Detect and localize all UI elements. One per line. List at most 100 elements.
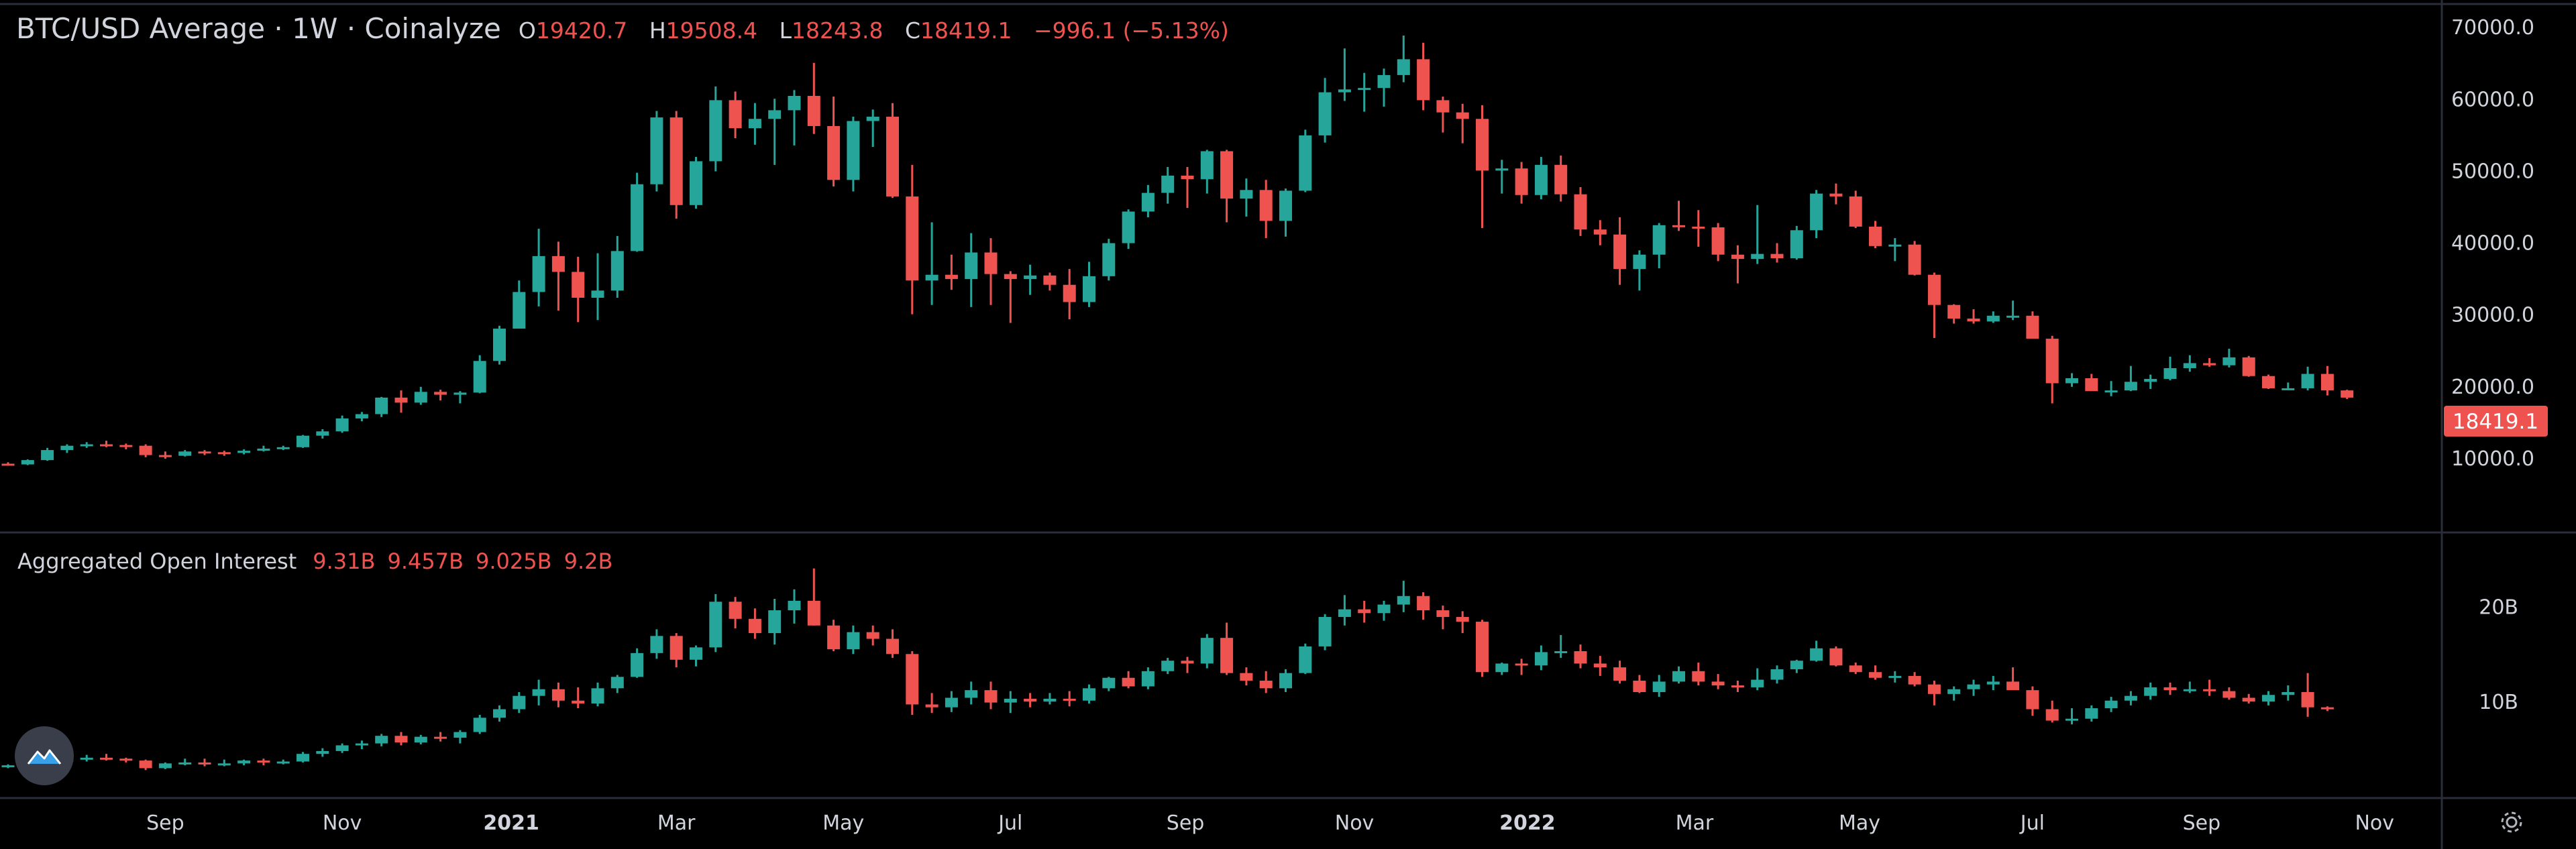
price-candle-body bbox=[2183, 363, 2196, 368]
price-tick-label: 70000.0 bbox=[2451, 16, 2534, 40]
oi-candle-body bbox=[119, 758, 133, 761]
settings-button[interactable] bbox=[2491, 802, 2532, 842]
price-candle-body bbox=[690, 161, 702, 205]
oi-candle-body bbox=[1299, 646, 1312, 673]
oi-candle bbox=[847, 625, 860, 655]
price-candle bbox=[2183, 355, 2196, 372]
oi-candle-body bbox=[827, 625, 841, 650]
oi-candle-body bbox=[473, 718, 486, 732]
price-candle bbox=[807, 62, 820, 134]
oi-candle-body bbox=[1338, 609, 1351, 617]
oi-axis[interactable]: 10B 20B bbox=[2479, 596, 2518, 714]
price-candle bbox=[139, 444, 152, 457]
time-tick-label: 2022 bbox=[1499, 811, 1556, 835]
time-axis[interactable]: Sep Nov 2021 Mar May Jul Sep Nov 2022 Mar May Jul Se… bbox=[146, 811, 2394, 835]
price-candle-body bbox=[1967, 319, 1980, 322]
oi-candle bbox=[335, 743, 349, 753]
price-candle-body bbox=[650, 117, 663, 184]
oi-candle bbox=[1849, 663, 1862, 675]
oi-candle-body bbox=[2085, 708, 2098, 719]
oi-candle-body bbox=[1279, 673, 1292, 689]
price-candle bbox=[1633, 250, 1646, 291]
price-candle bbox=[1888, 238, 1902, 262]
oi-candle bbox=[1259, 671, 1273, 693]
oi-candle bbox=[1574, 644, 1587, 669]
price-candle-body bbox=[355, 414, 368, 418]
price-candle bbox=[2144, 374, 2157, 390]
price-candle-body bbox=[434, 392, 447, 395]
oi-candle bbox=[591, 682, 604, 707]
price-candle-body bbox=[1554, 164, 1568, 194]
oi-candle-body bbox=[807, 600, 820, 626]
oi-candle bbox=[709, 593, 722, 653]
price-candle-body bbox=[1711, 227, 1725, 255]
oi-candle bbox=[257, 758, 270, 766]
oi-candle bbox=[690, 645, 702, 667]
price-axis[interactable]: 10000.0 20000.0 30000.0 40000.0 50000.0 60000… bbox=[2451, 16, 2534, 471]
oi-candle-body bbox=[1004, 698, 1017, 703]
oi-candle-body bbox=[2124, 695, 2137, 701]
oi-candle-body bbox=[1593, 663, 1607, 668]
time-tick-label: May bbox=[1839, 811, 1880, 835]
oi-candle bbox=[139, 759, 152, 771]
oi-title[interactable]: Aggregated Open Interest bbox=[17, 549, 297, 574]
oi-candle-body bbox=[158, 763, 172, 769]
oi-candle-body bbox=[513, 695, 526, 710]
oi-candle-body bbox=[2320, 707, 2334, 710]
oi-high-value: 9.457B bbox=[387, 549, 464, 574]
price-candle bbox=[1456, 103, 1469, 144]
price-candle-body bbox=[1849, 196, 1862, 227]
oi-candle-body bbox=[1358, 609, 1371, 614]
coinalyze-logo-button[interactable] bbox=[15, 726, 74, 785]
price-candle bbox=[1318, 78, 1332, 143]
price-candle bbox=[1279, 188, 1292, 237]
oi-candle-body bbox=[1751, 679, 1764, 687]
oi-candle-body bbox=[1829, 648, 1843, 666]
price-candle bbox=[2222, 349, 2236, 367]
price-candle-body bbox=[1672, 225, 1685, 227]
price-candle-body bbox=[237, 451, 251, 453]
oi-candle-body bbox=[139, 760, 152, 769]
oi-candle bbox=[1122, 671, 1135, 689]
price-candle bbox=[965, 233, 978, 307]
oi-candle-body bbox=[1888, 675, 1902, 678]
price-candle-body bbox=[1947, 304, 1961, 319]
oi-candle-body bbox=[297, 754, 309, 762]
oi-candle-body bbox=[788, 600, 801, 611]
oi-candle bbox=[827, 620, 841, 652]
price-candle-body bbox=[807, 95, 820, 126]
oi-candle bbox=[1731, 680, 1744, 692]
price-candle-body bbox=[1869, 226, 1882, 246]
price-candle-body bbox=[1122, 211, 1135, 243]
time-tick-label: Mar bbox=[1676, 811, 1714, 835]
price-candle bbox=[2026, 311, 2039, 339]
oi-candle bbox=[375, 734, 388, 746]
price-candle-body bbox=[178, 451, 192, 456]
price-candle bbox=[669, 111, 683, 219]
oi-candle bbox=[1672, 666, 1685, 684]
oi-candle-body bbox=[335, 745, 349, 751]
oi-candle-body bbox=[1495, 663, 1509, 673]
price-candle bbox=[2320, 365, 2334, 396]
price-candle-body bbox=[631, 184, 644, 251]
price-candle bbox=[827, 97, 841, 186]
ohlc-values: O19420.7 H19508.4 L18243.8 C18419.1 −996… bbox=[519, 17, 1244, 44]
oi-candle-body bbox=[1534, 652, 1548, 666]
price-candle-body bbox=[945, 274, 958, 280]
price-candle bbox=[2301, 366, 2314, 391]
price-candle-body bbox=[965, 252, 978, 280]
oi-candle bbox=[1083, 684, 1095, 704]
price-candle-body bbox=[1024, 275, 1037, 280]
oi-candle-body bbox=[2104, 700, 2118, 709]
symbol-title[interactable]: BTC/USD Average · 1W · Coinalyze bbox=[16, 12, 501, 45]
price-candle-body bbox=[2045, 339, 2059, 384]
price-candle-body bbox=[1338, 89, 1351, 93]
price-candle-body bbox=[1083, 276, 1095, 302]
oi-candle-body bbox=[866, 632, 879, 639]
oi-candle-body bbox=[1770, 669, 1784, 680]
oi-candle bbox=[434, 732, 447, 742]
price-candle bbox=[984, 238, 998, 305]
price-candle bbox=[2006, 300, 2020, 321]
oi-candle bbox=[1908, 672, 1921, 687]
